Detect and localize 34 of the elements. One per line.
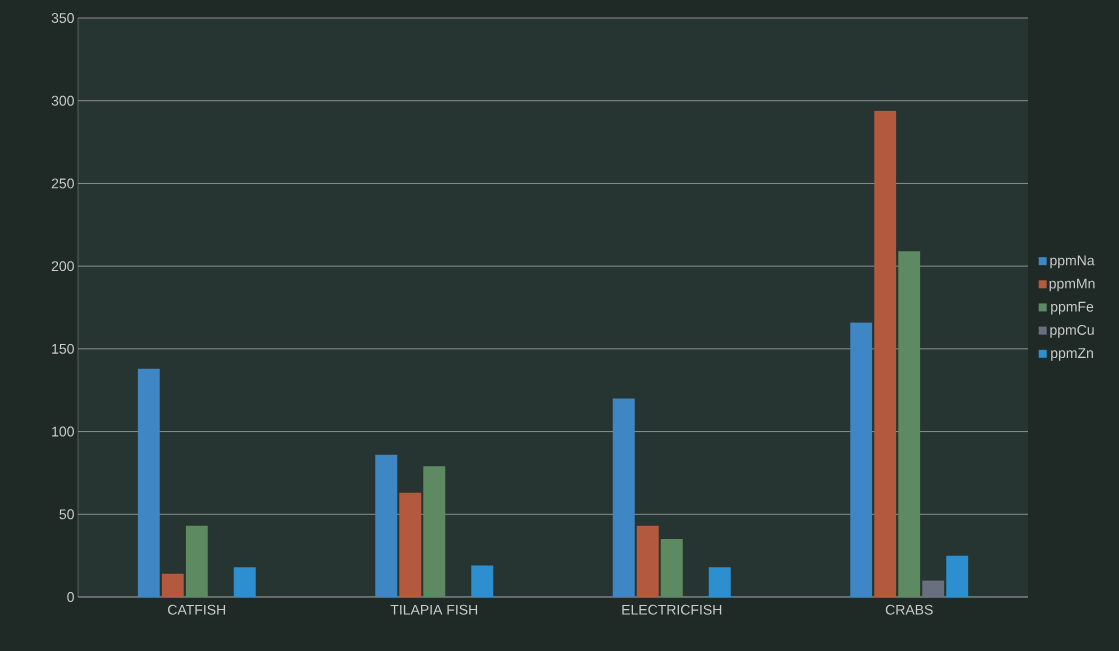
bar bbox=[161, 573, 184, 597]
legend-label: ppmNa bbox=[1050, 255, 1095, 269]
y-tick-label: 250 bbox=[51, 178, 74, 189]
x-tick-label: ELECTRICFISH bbox=[622, 604, 722, 615]
bar bbox=[946, 555, 969, 597]
bar bbox=[137, 368, 160, 597]
legend-label: ppmZn bbox=[1051, 348, 1093, 361]
bar bbox=[636, 525, 659, 597]
bar bbox=[922, 580, 945, 597]
bar bbox=[874, 110, 897, 597]
bar bbox=[898, 251, 921, 597]
bar bbox=[399, 492, 422, 597]
legend-label: ppmFe bbox=[1051, 301, 1094, 315]
bar bbox=[471, 565, 494, 597]
x-tick-label: CRABS bbox=[885, 604, 933, 615]
legend-label: ppmCu bbox=[1050, 324, 1094, 338]
bar bbox=[375, 454, 398, 597]
y-tick-label: 200 bbox=[51, 261, 74, 272]
bar bbox=[660, 539, 683, 597]
y-tick-label: 150 bbox=[52, 343, 74, 354]
bar bbox=[233, 567, 256, 597]
y-tick-label: 350 bbox=[51, 13, 74, 23]
bar bbox=[612, 398, 635, 597]
bar bbox=[850, 322, 873, 597]
bar bbox=[185, 525, 208, 597]
y-tick-label: 300 bbox=[51, 95, 74, 106]
y-tick-label: 100 bbox=[52, 426, 74, 437]
x-tick-label: TILAPIA FISH bbox=[390, 604, 478, 615]
y-tick-label: 50 bbox=[59, 509, 74, 520]
x-tick-label: CATFISH bbox=[168, 604, 226, 615]
legend-label: ppmMn bbox=[1049, 278, 1095, 292]
y-tick-label: 0 bbox=[67, 592, 74, 602]
bar bbox=[708, 567, 731, 597]
bar bbox=[423, 466, 446, 597]
